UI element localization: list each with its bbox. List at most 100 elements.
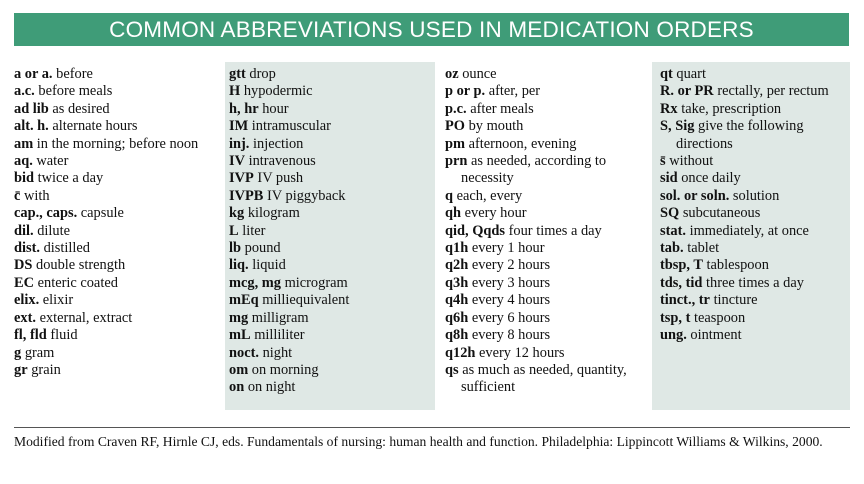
abbreviation-meaning: tablespoon [706,257,769,274]
abbreviation-entry: ung. ointment [660,327,850,344]
abbreviation-entry: on on night [229,379,435,396]
abbreviation: mcg, mg [229,274,281,291]
abbreviation-meaning: every hour [464,205,527,222]
abbreviation-entry: PO by mouth [445,118,649,135]
abbreviation-entry: noct. night [229,345,435,362]
abbreviation-meaning: subcutaneous [682,205,761,222]
abbreviation-entry: qs as much as needed, quantity, sufficie… [445,362,649,397]
abbreviation-meaning: in the morning; before noon [36,135,199,152]
abbreviation: q8h [445,327,469,344]
abbreviation-entry: tbsp, T tablespoon [660,257,850,274]
abbreviation: dil. [14,222,34,239]
abbreviation-entry: aq. water [14,153,224,170]
abbreviation-entry: om on morning [229,362,435,379]
abbreviation-entry: q6h every 6 hours [445,310,649,327]
abbreviation-meaning: solution [732,187,780,204]
abbreviation: qs [445,361,459,378]
abbreviation: qid, Qqds [445,222,506,239]
abbreviation-meaning: on morning [251,361,319,378]
abbreviation-meaning: before meals [38,83,113,100]
abbreviation-column-1: a or a. before a.c. before meals ad lib as… [14,62,224,410]
abbreviation-entry: qt quart [660,66,850,83]
abbreviation: p or p. [445,83,486,100]
abbreviation-entry: q each, every [445,188,649,205]
abbreviation-entry: IVP IV push [229,170,435,187]
abbreviation-entry: sid once daily [660,170,850,187]
abbreviation-entry: q3h every 3 hours [445,275,649,292]
abbreviation-entry: g gram [14,345,224,362]
abbreviation-meaning: quart [676,66,706,82]
abbreviation-entry: tab. tablet [660,240,850,257]
abbreviation-meaning: enteric coated [37,274,118,291]
abbreviation-column-3: oz ounce p or p. after, per p.c. after mea… [437,62,649,410]
abbreviation-meaning: every 3 hours [471,274,551,291]
abbreviation: tbsp, T [660,257,703,274]
abbreviation-meaning: each, every [456,187,523,204]
abbreviation: tsp, t [660,309,691,326]
abbreviation-column-2: gtt drop H hypodermic h, hr hour IM intramu… [225,62,435,410]
abbreviation: q [445,187,454,204]
abbreviation: on [229,379,245,396]
abbreviation: qt [660,66,673,82]
abbreviation: q1h [445,240,469,257]
abbreviation-meaning: tablet [687,240,720,257]
abbreviation-meaning: twice a day [37,170,104,187]
abbreviation-meaning: after meals [470,100,534,117]
abbreviation-meaning: night [262,344,293,361]
abbreviation: IVPB [229,187,264,204]
abbreviation-entry: L liter [229,223,435,240]
abbreviation: dist. [14,240,40,257]
abbreviation: H [229,83,241,100]
abbreviation-meaning: on night [247,379,296,396]
abbreviation-entry: c̄ with [14,188,224,205]
abbreviation: sid [660,170,678,187]
abbreviation-entry: kg kilogram [229,205,435,222]
abbreviation-entry: mL milliliter [229,327,435,344]
abbreviation-meaning: by mouth [468,118,524,135]
abbreviation-entry: R. or PR rectally, per rectum [660,83,850,100]
abbreviation-meaning: four times a day [508,222,602,239]
abbreviation-meaning: as needed, according to necessity [461,153,607,187]
abbreviation-meaning: as much as needed, quantity, sufficient [461,361,627,396]
abbreviation: aq. [14,153,33,170]
abbreviation-entry: IM intramuscular [229,118,435,135]
abbreviation: g [14,344,22,361]
abbreviation-meaning: every 8 hours [471,327,551,344]
abbreviation-entry: bid twice a day [14,170,224,187]
abbreviation: om [229,361,249,378]
abbreviation: bid [14,170,35,187]
abbreviation-meaning: afternoon, evening [468,135,577,152]
abbreviation-meaning: double strength [36,257,126,274]
abbreviation-entry: q2h every 2 hours [445,257,649,274]
abbreviation-entry: dist. distilled [14,240,224,257]
abbreviation-meaning: ointment [690,327,742,344]
abbreviation-entry: p.c. after meals [445,101,649,118]
abbreviation: ext. [14,309,36,326]
abbreviation: tinct., tr [660,292,710,309]
abbreviation: q2h [445,257,469,274]
abbreviation: elix. [14,292,40,309]
abbreviation: ad lib [14,100,49,117]
abbreviation-entry: mg milligram [229,310,435,327]
abbreviation-meaning: give the following directions [676,118,804,152]
abbreviation-meaning: kilogram [247,205,300,222]
abbreviation-entry: q1h every 1 hour [445,240,649,257]
abbreviation-entry: oz ounce [445,66,649,83]
abbreviation-entry: elix. elixir [14,292,224,309]
abbreviation: mg [229,309,249,326]
abbreviation-entry: tsp, t teaspoon [660,310,850,327]
abbreviation-meaning: external, extract [39,309,133,326]
abbreviation-meaning: intramuscular [251,118,331,135]
abbreviation-column-4: qt quart R. or PR rectally, per rectum Rx … [652,62,850,410]
abbreviation-entry: q12h every 12 hours [445,345,649,362]
abbreviation-meaning: alternate hours [52,118,138,135]
abbreviation-entry: ad lib as desired [14,101,224,118]
abbreviation-entry: h, hr hour [229,101,435,118]
abbreviation-meaning: microgram [284,274,348,291]
abbreviation-meaning: as desired [52,100,110,117]
abbreviation-entry: s̄ without [660,153,850,170]
abbreviation: EC [14,274,34,291]
abbreviation: q12h [445,344,476,361]
abbreviation: h, hr [229,100,259,117]
abbreviation: s̄ [660,153,666,170]
